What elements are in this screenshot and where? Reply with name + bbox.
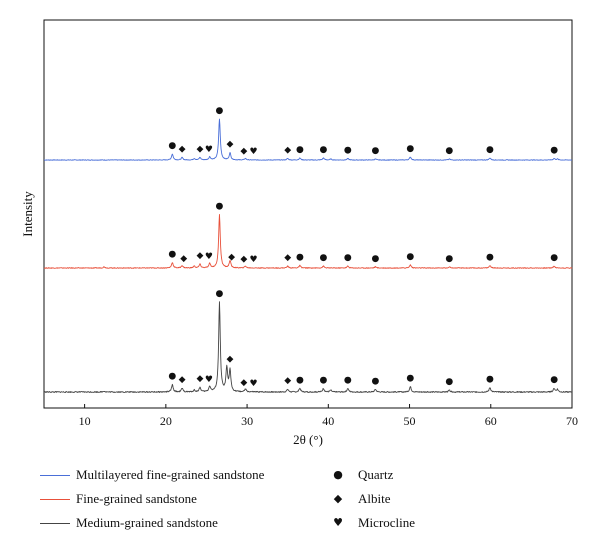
series-layer <box>43 118 573 393</box>
phase-marker-quartz: ● <box>216 106 224 116</box>
phase-marker-albite: ◆ <box>227 355 234 365</box>
series-line-medium-grained-sandstone <box>43 301 573 393</box>
phase-marker-quartz: ● <box>216 202 224 212</box>
phase-marker-quartz: ● <box>320 145 328 155</box>
phase-marker-albite: ◆ <box>284 253 291 263</box>
phase-marker-quartz: ● <box>344 253 352 263</box>
xrd-chart: ● ◆ ◆ ♥●◆◆ ♥ ◆ ● ● ● ● ● ● ● ●● ◆ ◆ ♥●◆ ◆ ♥ ◆ ● ● ● ● ● ● ● ●● ◆ ◆ ♥●◆… <box>20 19 578 447</box>
series-line-multilayered-fine-grained-sandstone <box>43 118 573 161</box>
x-axis-title: 2θ (°) <box>293 432 323 447</box>
phase-marker-quartz: ● <box>344 375 352 385</box>
phase-marker-quartz: ● <box>168 372 176 382</box>
phase-marker-quartz: ● <box>320 375 328 385</box>
x-axis-ticks: 10 20 30 40 50 60 70 <box>79 404 578 428</box>
phase-marker-microcline: ♥ <box>205 375 213 385</box>
phase-marker-microcline: ♥ <box>205 145 213 155</box>
phase-marker-albite: ◆ <box>180 254 187 264</box>
phase-marker-quartz: ● <box>445 254 453 264</box>
phase-marker-quartz: ● <box>296 252 304 262</box>
plot-frame <box>43 19 573 409</box>
phase-marker-quartz: ● <box>486 145 494 155</box>
phase-marker-microcline: ♥ <box>250 379 258 389</box>
x-tick-label: 70 <box>566 414 578 428</box>
phase-marker-layer: ● ◆ ◆ ♥●◆◆ ♥ ◆ ● ● ● ● ● ● ● ●● ◆ ◆ ♥●◆ ◆ ♥ ◆ ● ● ● ● ● ● ● ●● ◆ ◆ ♥●◆… <box>168 106 558 389</box>
phase-marker-quartz: ● <box>168 141 176 151</box>
quartz-dot-icon: ● <box>333 468 343 481</box>
y-axis-title: Intensity <box>20 191 35 237</box>
legend-swatch-multilayered <box>40 475 70 476</box>
x-tick-label: 40 <box>322 414 334 428</box>
x-tick-label: 10 <box>79 414 91 428</box>
phase-marker-albite: ◆ <box>240 378 247 388</box>
phase-marker-quartz: ● <box>445 377 453 387</box>
phase-marker-quartz: ● <box>296 145 304 155</box>
phase-marker-quartz: ● <box>216 289 224 299</box>
phase-marker-albite: ◆ <box>179 144 186 154</box>
phase-marker-quartz: ● <box>550 253 558 263</box>
phase-marker-quartz: ● <box>406 144 414 154</box>
phase-marker-microcline: ♥ <box>250 147 258 157</box>
microcline-heart-icon: ♥ <box>333 516 343 529</box>
phase-marker-albite: ◆ <box>196 144 203 154</box>
key-label-albite: Albite <box>358 491 391 506</box>
albite-diamond-icon: ◆ <box>333 492 343 505</box>
phase-marker-quartz: ● <box>486 253 494 263</box>
legend-label-fine: Fine-grained sandstone <box>76 491 197 506</box>
x-tick-label: 50 <box>404 414 416 428</box>
phase-marker-quartz: ● <box>371 146 379 156</box>
phase-marker-microcline: ♥ <box>205 252 213 262</box>
phase-marker-quartz: ● <box>371 254 379 264</box>
phase-marker-quartz: ● <box>445 146 453 156</box>
phase-marker-microcline: ♥ <box>250 255 258 265</box>
legend-label-multilayered: Multilayered fine-grained sandstone <box>76 467 265 482</box>
key-label-microcline: Microcline <box>358 515 416 530</box>
phase-marker-albite: ◆ <box>179 375 186 385</box>
x-tick-label: 30 <box>241 414 253 428</box>
phase-marker-quartz: ● <box>168 249 176 259</box>
phase-marker-quartz: ● <box>486 374 494 384</box>
phase-marker-quartz: ● <box>320 253 328 263</box>
phase-marker-albite: ◆ <box>284 376 291 386</box>
phase-marker-quartz: ● <box>550 145 558 155</box>
phase-marker-albite: ◆ <box>227 140 234 150</box>
phase-marker-albite: ◆ <box>240 146 247 156</box>
phase-marker-quartz: ● <box>406 252 414 262</box>
key-label-quartz: Quartz <box>358 467 394 482</box>
phase-marker-quartz: ● <box>550 375 558 385</box>
phase-marker-quartz: ● <box>406 374 414 384</box>
phase-marker-quartz: ● <box>344 145 352 155</box>
legend: Multilayered fine-grained sandstone Fine… <box>0 460 600 541</box>
x-tick-label: 60 <box>485 414 497 428</box>
legend-label-medium: Medium-grained sandstone <box>76 515 218 530</box>
phase-marker-albite: ◆ <box>240 254 247 264</box>
phase-marker-albite: ◆ <box>196 374 203 384</box>
phase-marker-quartz: ● <box>371 376 379 386</box>
phase-marker-albite: ◆ <box>228 253 235 263</box>
phase-marker-albite: ◆ <box>284 145 291 155</box>
x-tick-label: 20 <box>160 414 172 428</box>
legend-swatch-fine <box>40 499 70 500</box>
phase-marker-albite: ◆ <box>196 251 203 261</box>
phase-marker-quartz: ● <box>296 375 304 385</box>
series-line-fine-grained-sandstone <box>43 214 573 269</box>
legend-swatch-medium <box>40 523 70 524</box>
